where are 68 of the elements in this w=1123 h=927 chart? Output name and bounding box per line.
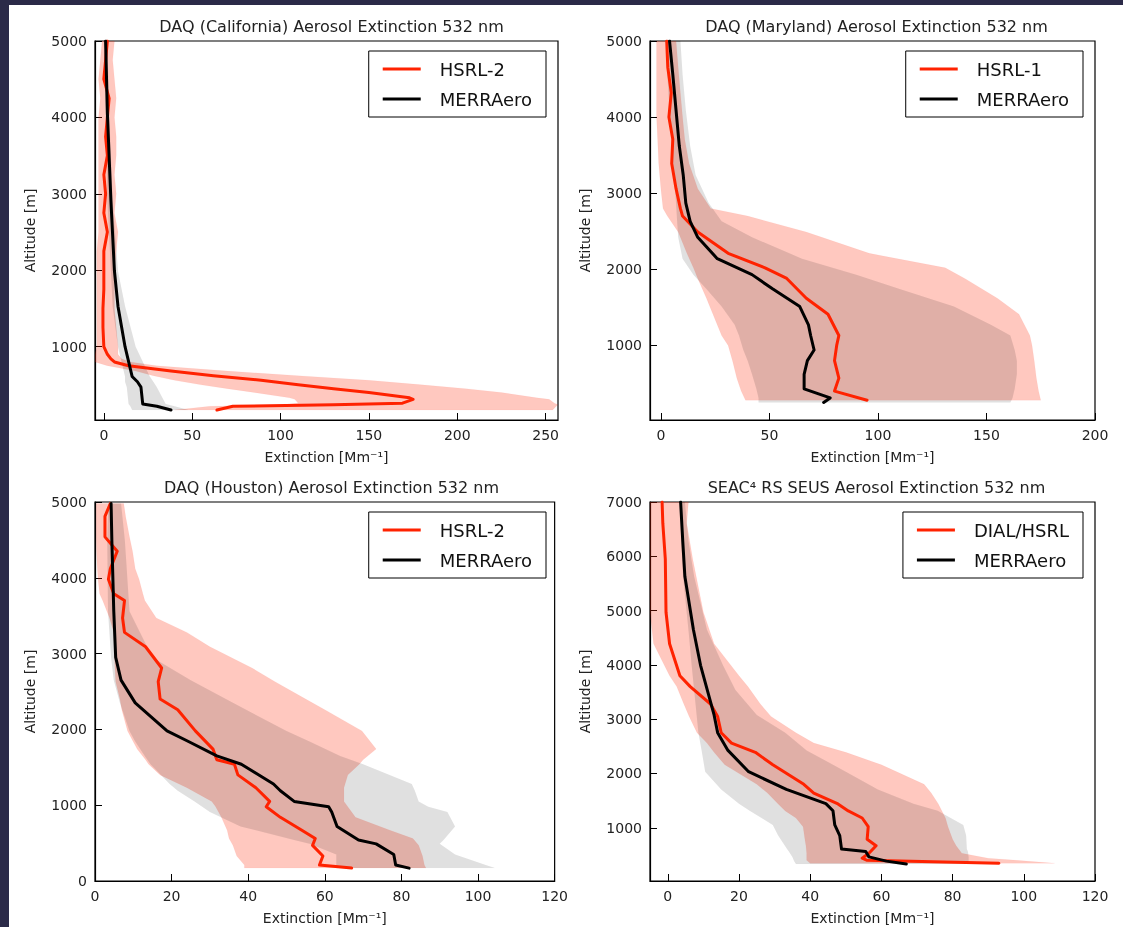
y-tick-label: 4000 bbox=[51, 569, 87, 586]
y-tick-label: 7000 bbox=[606, 494, 642, 510]
y-tick-label: 3000 bbox=[51, 645, 87, 662]
y-axis-title: Altitude [m] bbox=[22, 649, 38, 734]
x-axis-title: Extinction [Mm⁻¹] bbox=[262, 910, 387, 926]
legend-label: MERRAero bbox=[973, 549, 1067, 571]
x-tick-label: 200 bbox=[1081, 427, 1109, 443]
x-tick-label: 100 bbox=[267, 427, 294, 443]
y-tick-label: 2000 bbox=[51, 262, 87, 279]
x-tick-label: 100 bbox=[1010, 888, 1038, 904]
y-axis-title: Altitude [m] bbox=[577, 649, 593, 734]
y-tick-label: 1000 bbox=[606, 337, 642, 354]
y-axis-title: Altitude [m] bbox=[577, 188, 593, 273]
legend-label: MERRAero bbox=[439, 549, 532, 571]
y-tick-label: 4000 bbox=[51, 109, 87, 126]
chart-title: DAQ (California) Aerosol Extinction 532 nm bbox=[159, 16, 504, 36]
x-tick-label: 80 bbox=[943, 888, 962, 904]
y-tick-label: 4000 bbox=[606, 656, 642, 673]
y-tick-label: 5000 bbox=[51, 494, 87, 510]
y-tick-label: 6000 bbox=[606, 548, 642, 565]
x-tick-label: 250 bbox=[532, 427, 559, 443]
x-axis-title: Extinction [Mm⁻¹] bbox=[810, 449, 935, 465]
chart-title: DAQ (Houston) Aerosol Extinction 532 nm bbox=[164, 477, 499, 497]
x-tick-label: 20 bbox=[730, 888, 748, 904]
x-axis-title: Extinction [Mm⁻¹] bbox=[264, 449, 389, 465]
chart-title: DAQ (Maryland) Aerosol Extinction 532 nm bbox=[705, 16, 1048, 36]
y-tick-label: 3000 bbox=[606, 711, 642, 728]
x-tick-label: 0 bbox=[656, 427, 666, 443]
y-axis-title: Altitude [m] bbox=[22, 188, 38, 273]
legend-label: MERRAero bbox=[439, 88, 532, 110]
y-tick-label: 5000 bbox=[51, 33, 87, 49]
x-tick-label: 0 bbox=[663, 888, 673, 904]
y-tick-label: 2000 bbox=[606, 765, 642, 782]
y-tick-label: 1000 bbox=[51, 797, 87, 814]
legend-label: DIAL/HSRL bbox=[973, 519, 1070, 541]
y-tick-label: 1000 bbox=[606, 819, 642, 836]
legend-label: MERRAero bbox=[976, 88, 1069, 110]
x-tick-label: 50 bbox=[760, 427, 779, 443]
y-tick-label: 0 bbox=[78, 873, 87, 889]
y-tick-label: 1000 bbox=[51, 338, 87, 355]
y-tick-label: 5000 bbox=[606, 602, 642, 619]
x-tick-label: 120 bbox=[1081, 888, 1109, 904]
legend-label: HSRL-1 bbox=[976, 58, 1042, 80]
x-tick-label: 60 bbox=[872, 888, 891, 904]
y-tick-label: 2000 bbox=[606, 261, 642, 278]
x-axis-title: Extinction [Mm⁻¹] bbox=[810, 910, 935, 926]
x-tick-label: 120 bbox=[541, 888, 569, 904]
x-tick-label: 40 bbox=[239, 888, 258, 904]
y-tick-label: 5000 bbox=[606, 33, 642, 49]
legend-label: HSRL-2 bbox=[439, 519, 505, 541]
x-tick-label: 40 bbox=[801, 888, 820, 904]
x-tick-label: 80 bbox=[392, 888, 411, 904]
x-tick-label: 150 bbox=[355, 427, 383, 443]
x-tick-label: 60 bbox=[315, 888, 334, 904]
x-tick-label: 50 bbox=[183, 427, 202, 443]
x-tick-label: 0 bbox=[90, 888, 100, 904]
x-tick-label: 150 bbox=[973, 427, 1000, 443]
x-tick-label: 100 bbox=[464, 888, 492, 904]
y-tick-label: 3000 bbox=[51, 185, 87, 202]
x-tick-label: 20 bbox=[162, 888, 181, 904]
y-tick-label: 3000 bbox=[606, 185, 642, 202]
y-tick-label: 2000 bbox=[51, 721, 87, 738]
x-tick-label: 0 bbox=[99, 427, 109, 443]
x-tick-label: 100 bbox=[864, 427, 892, 443]
y-tick-label: 4000 bbox=[606, 109, 642, 126]
x-tick-label: 200 bbox=[443, 427, 471, 443]
legend-label: HSRL-2 bbox=[439, 58, 505, 80]
chart-title: SEAC⁴ RS SEUS Aerosol Extinction 532 nm bbox=[707, 477, 1046, 497]
